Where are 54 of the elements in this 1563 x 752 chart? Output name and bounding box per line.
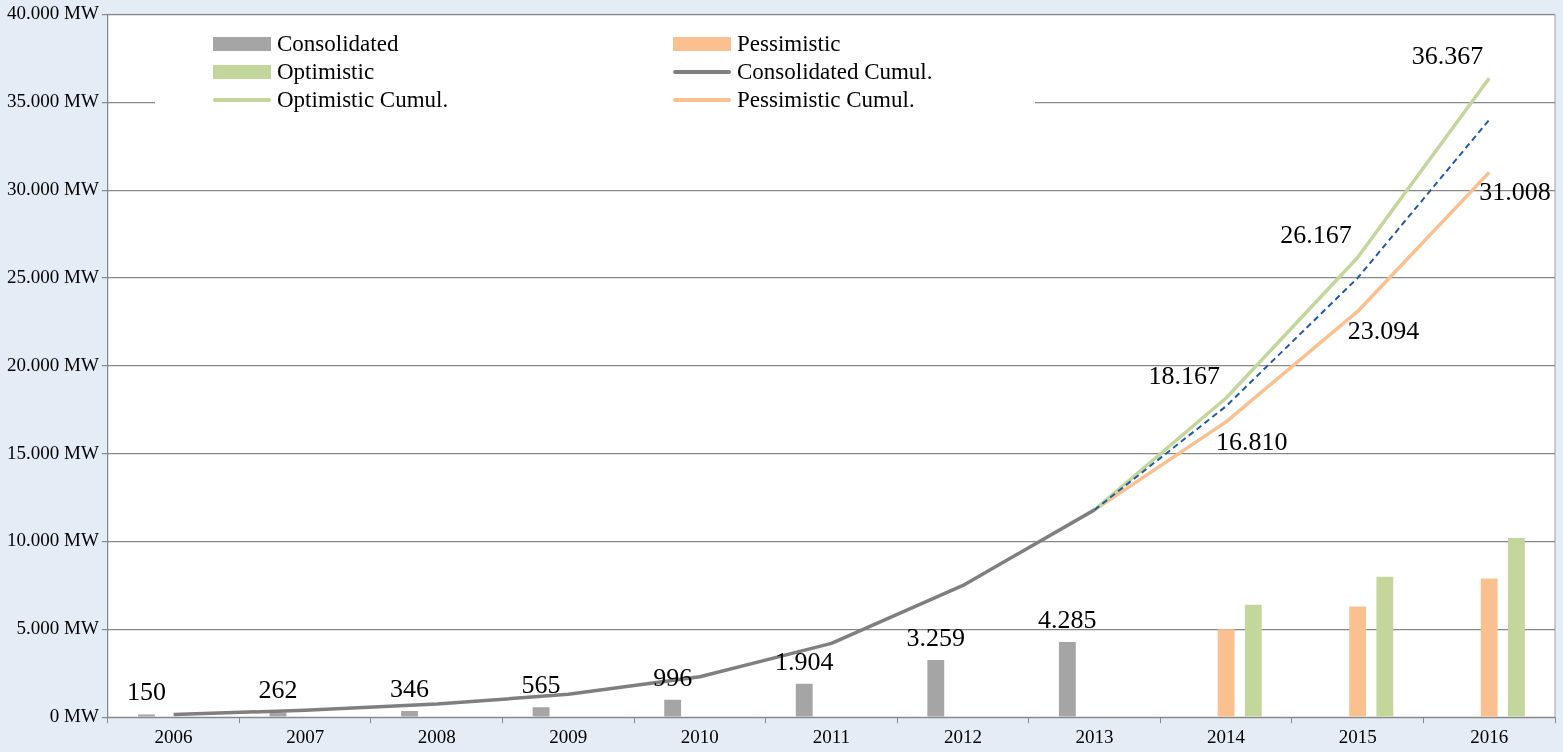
bar [269,712,287,717]
data-label: 4.285 [1038,604,1097,634]
bar [664,699,682,717]
data-label: 18.167 [1148,360,1221,390]
data-label: 31.008 [1479,177,1551,207]
x-tick-label: 2014 [1207,725,1246,747]
x-tick-label: 2013 [1075,725,1114,747]
y-tick-label: 20.000 MW [7,353,99,375]
bar [532,707,550,717]
x-tick-label: 2006 [154,725,193,747]
data-label: 36.367 [1411,41,1484,71]
y-tick-label: 10.000 MW [7,529,99,551]
bar [795,683,813,717]
x-tick-label: 2009 [549,725,588,747]
x-tick-label: 2008 [417,725,456,747]
bar [401,711,418,717]
bar [1507,537,1525,717]
bar [1480,578,1498,717]
bar [1349,606,1367,717]
legend-label: Optimistic Cumul. [277,87,449,113]
data-label: 16.810 [1216,426,1288,456]
y-tick-label: 15.000 MW [7,441,99,463]
data-label: 26.167 [1280,220,1352,250]
y-tick-label: 35.000 MW [7,90,99,112]
bar [1376,576,1394,717]
y-tick-label: 0 MW [49,705,99,727]
x-tick-label: 2012 [943,725,982,747]
y-tick-label: 30.000 MW [7,178,99,200]
data-label: 996 [653,662,693,692]
legend-label: Consolidated Cumul. [737,59,933,85]
y-tick-label: 40.000 MW [7,2,99,24]
data-label: 1.904 [774,646,834,676]
legend-label: Pessimistic Cumul. [737,87,915,113]
data-label: 150 [126,677,166,707]
x-tick-label: 2010 [680,725,719,747]
bar [1244,604,1262,717]
data-label: 565 [521,670,561,700]
bar [1058,641,1076,717]
bar [137,714,155,717]
bar [1217,629,1235,717]
bar [927,659,945,717]
legend-label: Consolidated [277,31,399,57]
data-label: 346 [390,673,430,703]
legend-label: Optimistic [277,59,375,85]
x-tick-label: 2015 [1338,725,1377,747]
x-tick-label: 2007 [286,725,325,747]
y-tick-label: 5.000 MW [16,617,99,639]
legend-label: Pessimistic [737,31,841,57]
data-label: 262 [258,675,298,705]
data-label: 23.094 [1347,316,1420,346]
x-tick-label: 2011 [812,725,851,747]
x-tick-label: 2016 [1470,725,1509,747]
y-tick-label: 25.000 MW [7,265,99,287]
data-label: 3.259 [906,622,966,652]
